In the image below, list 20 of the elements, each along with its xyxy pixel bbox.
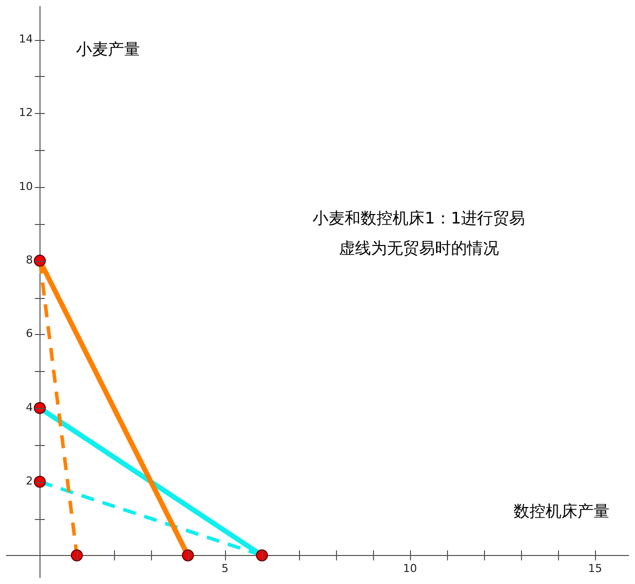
- point: [182, 549, 194, 562]
- x-axis-title: 数控机床产量: [514, 502, 610, 521]
- y-tick-label: 8: [26, 254, 33, 267]
- x-tick-label: 10: [403, 562, 418, 575]
- y-axis-title: 小麦产量: [76, 40, 140, 59]
- point: [70, 549, 83, 562]
- point: [34, 254, 46, 267]
- y-tick-label: 12: [18, 106, 33, 120]
- point: [34, 402, 46, 414]
- annotation: 虚线为无贸易时的情况: [338, 238, 499, 258]
- y-tick-label: 10: [18, 180, 33, 193]
- x-tick-label: 5: [221, 562, 228, 575]
- annotation: 小麦和数控机床1：1进行贸易: [312, 208, 526, 228]
- y-tick-label: 2: [26, 474, 33, 488]
- point: [34, 476, 46, 488]
- y-tick-label: 4: [26, 400, 33, 414]
- x-tick-label: 15: [588, 562, 602, 575]
- y-tick-label: 14: [18, 32, 33, 46]
- y-tick-label: 6: [26, 327, 33, 340]
- point: [256, 549, 268, 562]
